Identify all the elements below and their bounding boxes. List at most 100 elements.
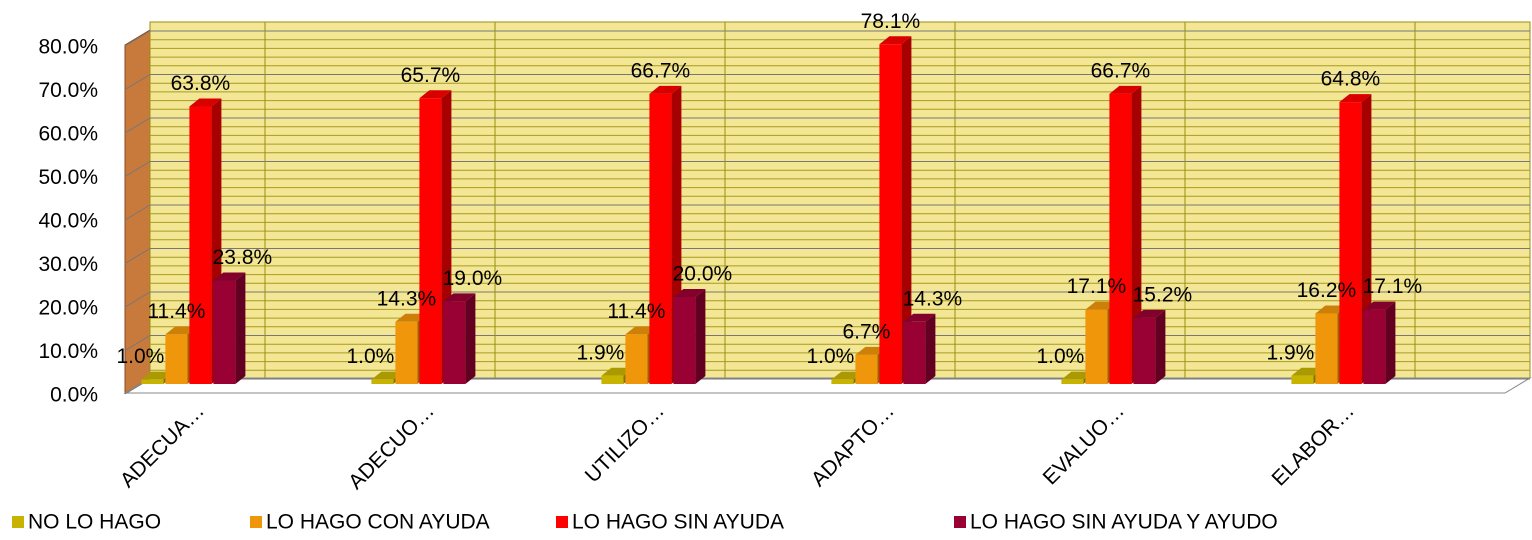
value-label: 14.3% [903, 287, 963, 310]
legend-swatch [556, 516, 568, 528]
value-label: 15.2% [1133, 283, 1193, 306]
bar [1109, 93, 1132, 384]
bar [855, 354, 878, 384]
legend-swatch [12, 516, 24, 528]
value-label: 16.2% [1297, 279, 1357, 302]
y-tick-label: 80.0% [38, 36, 98, 59]
x-tick-label: EVALUO… [1039, 399, 1129, 489]
side-wall [124, 29, 151, 394]
value-label: 19.0% [443, 267, 503, 290]
bar-top [419, 90, 452, 99]
value-label: 63.8% [171, 72, 231, 95]
bar [371, 379, 394, 384]
bar [1363, 309, 1386, 384]
y-tick-label: 20.0% [38, 297, 98, 320]
bar-top [649, 85, 682, 94]
value-label: 6.7% [842, 320, 890, 343]
value-label: 64.8% [1321, 68, 1381, 91]
value-label: 17.1% [1363, 275, 1423, 298]
bar [213, 280, 236, 384]
bar [903, 321, 926, 384]
value-label: 1.9% [1266, 341, 1314, 364]
bar-side [925, 313, 936, 384]
bar [1291, 375, 1314, 384]
bar [879, 44, 902, 384]
bar [1339, 102, 1362, 385]
legend-label: NO LO HAGO [28, 511, 161, 534]
value-label: 20.0% [673, 263, 733, 286]
value-label: 66.7% [631, 59, 691, 82]
bar [649, 93, 672, 384]
bar-side [1155, 309, 1166, 384]
value-label: 1.0% [806, 345, 854, 368]
bar-side [1131, 85, 1142, 384]
y-tick-label: 0.0% [50, 384, 98, 407]
value-label: 14.3% [377, 287, 437, 310]
grid-line [124, 204, 151, 221]
legend-swatch [250, 516, 262, 528]
bar [625, 334, 648, 384]
bar-top [1339, 94, 1372, 103]
bar [673, 297, 696, 384]
bar-side [695, 289, 706, 384]
bars [141, 36, 1396, 385]
bar-side [901, 36, 912, 384]
bar-top [1133, 309, 1166, 318]
grid-line [124, 30, 151, 47]
value-label: 23.8% [213, 246, 273, 269]
x-tick-label: ADECUO… [344, 399, 439, 494]
bar [395, 321, 418, 384]
bar-top [673, 289, 706, 297]
grid-line [124, 117, 151, 134]
bar-side [465, 293, 476, 384]
legend-label: LO HAGO SIN AYUDA [572, 511, 784, 534]
x-tick-label: ELABOR… [1267, 399, 1358, 490]
y-tick-label: 50.0% [38, 166, 98, 189]
value-label: 1.0% [116, 345, 164, 368]
bar [1133, 317, 1156, 384]
grid-line [124, 74, 151, 90]
bar-side [1385, 301, 1396, 384]
bar-top [189, 98, 222, 107]
value-label: 17.1% [1067, 275, 1127, 298]
bar [601, 375, 624, 384]
grid-line [124, 335, 151, 351]
bar-top [1363, 301, 1396, 310]
y-tick-label: 70.0% [38, 79, 98, 102]
y-tick-label: 60.0% [38, 123, 98, 146]
legend-label: LO HAGO CON AYUDA [266, 511, 490, 534]
value-label: 65.7% [401, 64, 461, 87]
bar-top [443, 293, 476, 302]
bar-side [235, 272, 246, 384]
bar [165, 334, 188, 384]
value-label: 1.0% [346, 345, 394, 368]
bar-top [213, 272, 246, 281]
grid-line [124, 248, 151, 264]
y-tick-label: 30.0% [38, 253, 98, 276]
y-tick-label: 10.0% [38, 340, 98, 363]
value-label: 66.7% [1091, 59, 1151, 82]
y-tick-label: 40.0% [38, 210, 98, 233]
bar [1085, 309, 1108, 384]
bar [831, 379, 854, 384]
bar-top [879, 36, 912, 45]
bar [1061, 379, 1084, 384]
bar [1315, 313, 1338, 384]
value-label: 11.4% [607, 300, 665, 323]
value-label: 78.1% [861, 10, 921, 33]
grid-line [124, 291, 151, 308]
value-label: 1.9% [576, 341, 624, 364]
legend-label: LO HAGO SIN AYUDA Y AYUDO [970, 511, 1278, 534]
x-tick-label: ADECUA… [116, 399, 209, 492]
bar-top [903, 313, 936, 322]
grid-line [124, 161, 151, 177]
legend-swatch [954, 516, 966, 528]
value-label: 1.0% [1036, 345, 1084, 368]
x-tick-label: ADAPTO… [807, 399, 899, 491]
bar-top [1109, 85, 1142, 94]
value-label: 11.4% [147, 300, 205, 323]
bar [419, 98, 442, 384]
bar [141, 379, 164, 384]
bar [443, 301, 466, 384]
